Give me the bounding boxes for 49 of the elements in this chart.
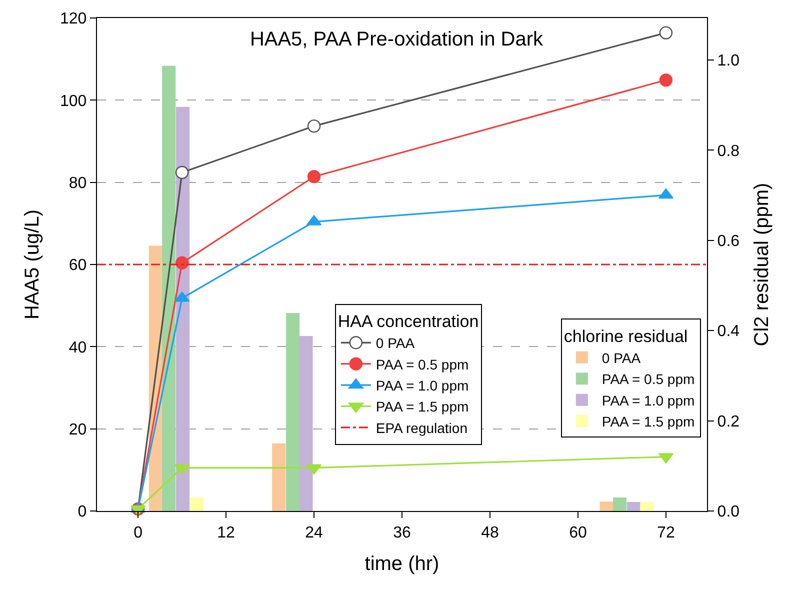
y2-tick-label: 1.0	[717, 52, 740, 70]
x-tick-label: 36	[393, 524, 411, 542]
y-tick-label: 100	[60, 92, 87, 110]
y2-tick-label: 0.6	[717, 232, 740, 250]
x-tick-label: 24	[305, 524, 324, 542]
bar	[626, 502, 640, 511]
point	[307, 170, 321, 184]
bar	[162, 66, 176, 511]
bar	[190, 497, 204, 511]
text: HAA concentration	[338, 312, 479, 332]
legend-label: 0 PAA	[376, 335, 416, 352]
bar	[600, 502, 614, 511]
bar	[299, 336, 313, 511]
bar	[272, 443, 286, 511]
point	[659, 73, 673, 87]
y2-tick-label: 0.4	[717, 323, 740, 340]
point	[307, 119, 321, 133]
x-tick-label: 12	[217, 524, 236, 542]
legend-label: PAA = 1.5 ppm	[376, 398, 469, 415]
y-tick-label: 0	[78, 504, 87, 521]
y2-tick-label: 0.0	[717, 504, 740, 521]
y-tick-label: 80	[68, 174, 87, 192]
bar	[286, 312, 300, 511]
y-axis-title: HAA5 (ug/L)	[21, 209, 44, 320]
y2-tick-label: 0.8	[717, 142, 740, 160]
bar	[640, 502, 654, 511]
legend-label: PAA = 1.5 ppm	[602, 413, 695, 430]
x-tick-label: 48	[481, 524, 499, 542]
point	[175, 166, 189, 180]
x-tick-label: 72	[657, 524, 675, 542]
x-tick-label: 60	[569, 524, 587, 542]
y-tick-label: 20	[68, 421, 87, 438]
x-axis-title: time (hr)	[364, 552, 440, 575]
bar	[612, 497, 627, 511]
y-tick-label: 120	[60, 10, 87, 28]
legend-label: PAA = 1.0 ppm	[602, 392, 695, 408]
legend-label: PAA = 0.5 ppm	[376, 356, 469, 372]
text: HAA5, PAA Pre-oxidation in Dark	[250, 28, 544, 50]
legend-label: EPA regulation	[376, 420, 468, 436]
y2-tick-label: 0.2	[717, 413, 740, 430]
legend-label: PAA = 0.5 ppm	[602, 371, 695, 388]
y2-axis-title: Cl2 residual (ppm)	[751, 182, 774, 346]
point	[175, 256, 189, 270]
y-tick-label: 60	[68, 257, 87, 274]
y-tick-label: 40	[68, 339, 87, 356]
x-tick-label: 0	[134, 524, 143, 542]
text: chlorine residual	[564, 326, 688, 346]
legend-label: 0 PAA	[602, 350, 642, 366]
legend-label: PAA = 1.0 ppm	[376, 378, 469, 394]
